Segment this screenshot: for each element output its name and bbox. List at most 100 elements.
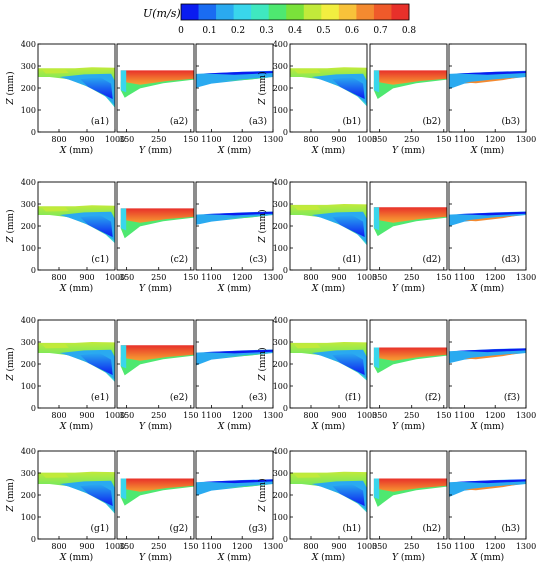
x-tick-label: 1100 (201, 135, 221, 144)
contour-region (464, 215, 519, 222)
panel: 0 100 200 300 400 800 900 1000 X (mm) Z (mm) (b1) (257, 40, 377, 156)
panel: 1100 1200 1300 X (mm) (d3) (448, 181, 536, 294)
x-axis-label: Y (mm) (392, 283, 425, 294)
x-tick-label: 250 (151, 542, 166, 551)
z-axis-label: Z (mm) (5, 71, 16, 105)
x-tick-label: 150 (436, 411, 451, 420)
x-axis-label: X (mm) (311, 145, 345, 156)
contour-region (373, 347, 447, 373)
panel-label: (h3) (501, 523, 520, 534)
x-tick-label: 1000 (105, 411, 125, 420)
colorbar-tick-label: 0.8 (402, 26, 417, 36)
contour-region (456, 211, 526, 216)
contour-region (373, 347, 380, 369)
contour-region (120, 70, 127, 93)
x-tick-label: 350 (119, 542, 134, 551)
x-tick-label: 250 (404, 135, 419, 144)
panel: 0 100 200 300 400 800 900 1000 X (mm) Z (mm) (h1) (257, 447, 377, 563)
z-tick-label: 100 (273, 382, 288, 391)
panel-label: (a3) (249, 116, 267, 127)
z-tick-label: 100 (21, 244, 36, 253)
x-tick-label: 1000 (105, 273, 125, 282)
x-tick-label: 900 (79, 411, 94, 420)
x-tick-label: 1000 (357, 542, 377, 551)
panel-label: (d1) (342, 254, 361, 265)
x-axis-label: X (mm) (59, 283, 93, 294)
x-tick-label: 250 (404, 542, 419, 551)
z-tick-label: 200 (273, 84, 288, 93)
z-axis-label: Z (mm) (5, 347, 16, 381)
z-tick-label: 200 (273, 222, 288, 231)
x-tick-label: 1000 (357, 135, 377, 144)
contour-region (120, 208, 127, 231)
colorbar-cell (216, 4, 235, 20)
z-tick-label: 0 (283, 266, 288, 275)
contour-region (41, 473, 69, 478)
x-axis-label: X (mm) (311, 552, 345, 563)
x-tick-label: 800 (303, 135, 318, 144)
z-tick-label: 300 (273, 62, 288, 71)
colorbar-tick-label: 0.4 (288, 26, 303, 36)
x-tick-label: 1100 (454, 273, 474, 282)
colorbar-tick-label: 0 (178, 26, 184, 36)
z-tick-label: 100 (273, 244, 288, 253)
contour-region (219, 215, 273, 220)
x-axis-label: Y (mm) (392, 421, 425, 432)
x-tick-label: 800 (303, 411, 318, 420)
contour-region (464, 484, 519, 491)
contour-region (203, 349, 273, 354)
x-tick-label: 900 (331, 273, 346, 282)
contour-region (373, 207, 380, 231)
z-tick-label: 400 (273, 316, 288, 325)
x-axis-label: Y (mm) (139, 421, 172, 432)
contour-region (203, 211, 273, 216)
z-tick-label: 100 (273, 106, 288, 115)
z-tick-label: 100 (21, 382, 36, 391)
contour-region (332, 77, 365, 99)
x-axis-label: X (mm) (217, 145, 251, 156)
contour-region (373, 354, 447, 374)
x-axis-label: X (mm) (470, 283, 504, 294)
contour-region (373, 78, 447, 99)
panel-label: (c1) (91, 254, 109, 265)
x-tick-label: 900 (331, 542, 346, 551)
contour-region (456, 348, 526, 353)
colorbar-cell (338, 4, 357, 20)
contour-region (80, 353, 113, 375)
z-tick-label: 100 (273, 513, 288, 522)
x-axis-label: Y (mm) (392, 552, 425, 563)
panel-label: (f2) (425, 392, 441, 403)
x-tick-label: 350 (119, 135, 134, 144)
x-axis-label: X (mm) (311, 421, 345, 432)
panel: 0 100 200 300 400 800 900 1000 X (mm) Z (mm) (c1) (5, 178, 125, 294)
contour-region (373, 485, 447, 507)
panel: 1100 1200 1300 X (mm) (c3) (195, 181, 283, 294)
x-tick-label: 150 (436, 273, 451, 282)
panel-label: (f1) (345, 392, 361, 403)
x-tick-label: 150 (436, 542, 451, 551)
colorbar-frame (180, 3, 410, 21)
contour-region (449, 70, 526, 90)
z-tick-label: 300 (21, 338, 36, 347)
x-tick-label: 1200 (232, 542, 252, 551)
colorbar-tick-label: 0.5 (316, 26, 331, 36)
panel-label: (d3) (501, 254, 520, 265)
x-tick-label: 250 (151, 135, 166, 144)
z-tick-label: 200 (21, 222, 36, 231)
z-tick-label: 300 (21, 62, 36, 71)
contour-region (373, 478, 380, 500)
contour-region (120, 354, 194, 376)
contour-region (293, 343, 321, 349)
x-tick-label: 1100 (201, 273, 221, 282)
contour-region (219, 77, 273, 82)
z-tick-label: 300 (273, 469, 288, 478)
contour-region (120, 78, 194, 98)
panel-label: (e3) (249, 392, 267, 403)
panel: 0 100 200 300 400 800 900 1000 X (mm) Z (mm) (g1) (5, 447, 125, 563)
x-axis-label: X (mm) (470, 552, 504, 563)
x-axis-label: X (mm) (470, 145, 504, 156)
contour-region (449, 348, 526, 364)
colorbar-cell (356, 4, 375, 20)
x-axis-label: X (mm) (217, 421, 251, 432)
